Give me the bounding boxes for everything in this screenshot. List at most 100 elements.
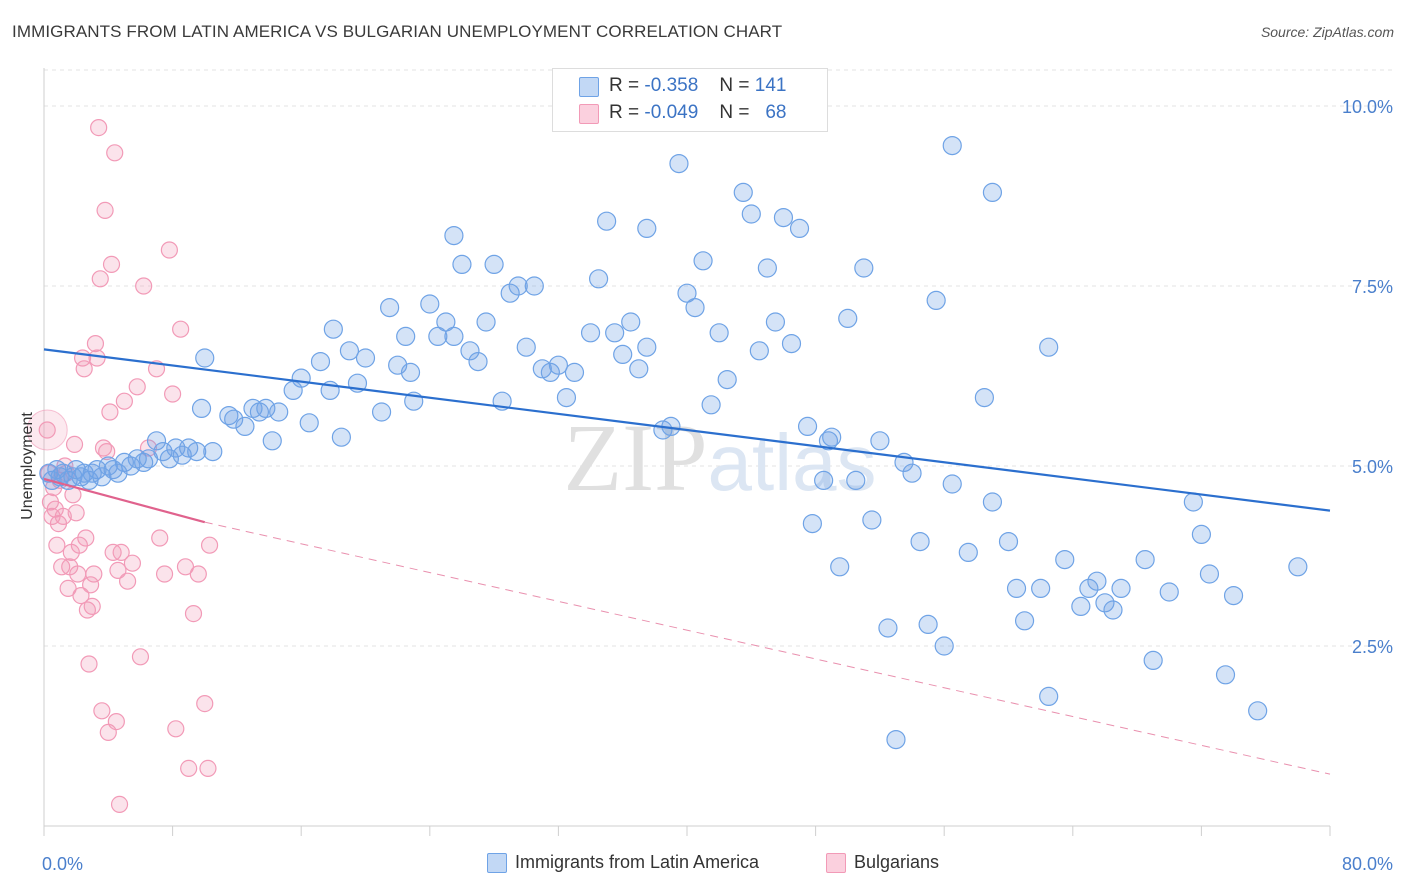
point-bulgarians <box>109 561 127 580</box>
legend-text: R = -0.049 N = 68 <box>609 102 786 124</box>
watermark-atlas: atlas <box>708 418 877 507</box>
point-bulgarians <box>160 241 178 259</box>
point-latin-america <box>669 154 689 174</box>
point-latin-america <box>1071 596 1091 617</box>
point-latin-america <box>934 636 954 656</box>
legend-swatch-blue <box>579 77 599 97</box>
watermark-zip: ZIP <box>564 404 708 511</box>
point-bulgarians <box>131 648 150 666</box>
point-latin-america <box>1288 557 1308 577</box>
r-label: R = <box>609 75 640 96</box>
scatter-points <box>26 118 1308 814</box>
y-tick-label: 5.0% <box>1352 457 1393 477</box>
trend-line-bulgarians <box>43 477 206 524</box>
y-axis-label: Unemployment <box>19 412 36 520</box>
chart-title: IMMIGRANTS FROM LATIN AMERICA VS BULGARI… <box>12 22 783 41</box>
point-latin-america <box>331 427 351 447</box>
point-latin-america <box>757 258 777 278</box>
n-value: 141 <box>754 75 787 96</box>
point-latin-america <box>1143 650 1163 671</box>
point-latin-america <box>797 416 818 436</box>
point-latin-america <box>172 445 192 465</box>
point-latin-america <box>998 531 1019 552</box>
point-latin-america <box>224 409 244 429</box>
axes <box>43 68 1331 836</box>
point-bulgarians <box>65 435 84 453</box>
point-bulgarians <box>115 392 133 410</box>
point-latin-america <box>822 427 842 447</box>
point-bulgarians <box>199 759 217 778</box>
point-latin-america <box>717 370 737 390</box>
point-latin-america <box>146 431 167 451</box>
point-bulgarians <box>67 504 85 522</box>
point-latin-america <box>1039 337 1059 357</box>
point-bulgarians <box>59 579 77 598</box>
point-bulgarians <box>106 144 124 162</box>
point-bulgarians <box>77 529 95 547</box>
series-legend: Immigrants from Latin America Bulgarians <box>0 852 1406 876</box>
trend-lines <box>43 348 1331 775</box>
point-latin-america <box>701 395 721 415</box>
point-latin-america <box>830 557 850 577</box>
point-bulgarians <box>98 443 116 461</box>
gridlines <box>44 69 1392 647</box>
watermark: ZIPatlas <box>564 404 877 511</box>
point-bulgarians <box>172 320 190 338</box>
point-latin-america <box>516 337 536 357</box>
point-latin-america <box>1135 549 1155 570</box>
point-latin-america <box>299 413 319 433</box>
point-bulgarians <box>96 201 114 219</box>
point-latin-america <box>733 182 753 202</box>
point-bulgarians <box>123 554 142 572</box>
point-latin-america <box>524 276 544 296</box>
point-latin-america <box>508 276 528 296</box>
point-bulgarians <box>90 118 108 137</box>
legend-swatch-blue <box>487 853 507 873</box>
point-bulgarians <box>112 543 130 562</box>
point-bulgarians <box>82 576 100 594</box>
point-latin-america <box>380 298 400 318</box>
point-latin-america <box>460 341 480 361</box>
point-latin-america <box>1014 611 1035 631</box>
point-bulgarians <box>189 565 207 583</box>
point-bulgarians <box>164 385 182 403</box>
point-latin-america <box>1039 686 1059 707</box>
point-latin-america <box>468 352 488 372</box>
point-latin-america <box>677 283 697 303</box>
point-bulgarians <box>102 255 121 273</box>
r-value: -0.358 <box>644 75 699 96</box>
point-bulgarians <box>135 277 153 295</box>
point-latin-america <box>982 182 1003 202</box>
point-latin-america <box>926 290 946 310</box>
legend-text: R = -0.358 N = 141 <box>609 75 786 97</box>
legend-swatch-pink <box>579 104 599 124</box>
point-latin-america <box>1215 665 1236 685</box>
point-latin-america <box>1087 571 1107 591</box>
point-bulgarians <box>101 403 119 421</box>
point-bulgarians <box>88 349 106 367</box>
point-latin-america <box>310 352 331 372</box>
trend-line-latin-america <box>43 348 1331 512</box>
point-latin-america <box>637 337 657 357</box>
point-bulgarians <box>176 558 195 576</box>
point-latin-america <box>629 359 649 379</box>
point-latin-america <box>476 312 496 332</box>
point-latin-america <box>484 254 504 274</box>
point-bulgarians <box>85 565 103 583</box>
point-latin-america <box>942 136 962 156</box>
point-latin-america <box>203 442 223 462</box>
stats-legend: R = -0.358 N = 141 R = -0.049 N = 68 <box>552 68 828 132</box>
point-latin-america <box>323 319 343 339</box>
point-latin-america <box>1191 524 1212 545</box>
n-value: 68 <box>765 102 787 123</box>
point-latin-america <box>400 362 421 382</box>
point-bulgarians <box>38 421 56 439</box>
point-latin-america <box>588 269 609 289</box>
point-bulgarians <box>93 702 111 720</box>
point-bulgarians <box>139 439 158 457</box>
point-latin-america <box>693 251 713 271</box>
point-bulgarians <box>184 604 203 623</box>
point-bulgarians <box>72 586 90 605</box>
point-latin-america <box>958 542 978 563</box>
point-latin-america <box>420 294 440 314</box>
